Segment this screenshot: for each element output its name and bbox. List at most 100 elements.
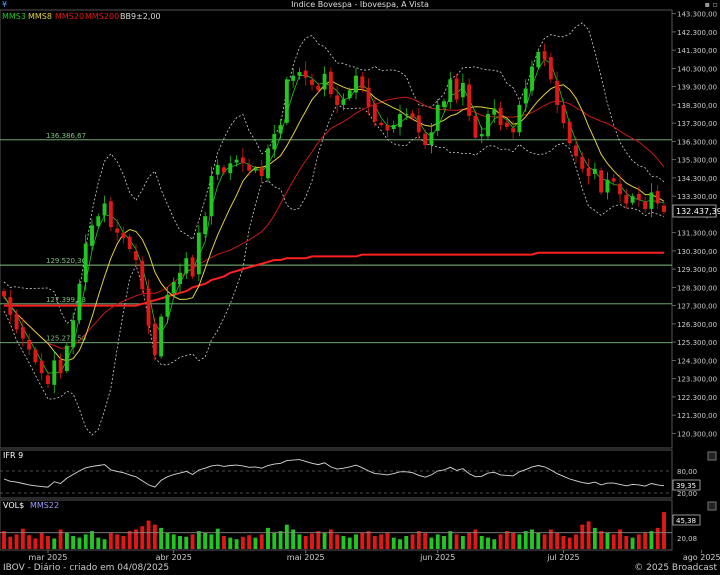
volume-bar[interactable] [341, 536, 345, 549]
candle-body[interactable] [191, 257, 195, 276]
volume-bar[interactable] [203, 533, 207, 549]
volume-bar[interactable] [517, 534, 521, 549]
candle-body[interactable] [354, 76, 358, 93]
candle-body[interactable] [605, 180, 609, 193]
volume-bar[interactable] [15, 534, 19, 549]
candle-body[interactable] [84, 244, 88, 283]
volume-bar[interactable] [147, 521, 151, 549]
volume-bar[interactable] [222, 536, 226, 549]
volume-bar[interactable] [46, 536, 50, 549]
volume-bar[interactable] [486, 538, 490, 549]
candle-body[interactable] [59, 360, 63, 374]
candle-body[interactable] [398, 114, 402, 127]
candle-body[interactable] [473, 116, 477, 138]
candle-body[interactable] [448, 79, 452, 102]
candle-body[interactable] [411, 113, 415, 117]
candle-body[interactable] [360, 76, 364, 88]
candle-body[interactable] [348, 90, 352, 98]
candle-body[interactable] [115, 229, 119, 233]
candle-body[interactable] [96, 216, 100, 226]
candle-body[interactable] [165, 295, 169, 317]
volume-bar[interactable] [417, 531, 421, 549]
volume-bar[interactable] [316, 531, 320, 549]
volume-bar[interactable] [643, 533, 647, 549]
candle-body[interactable] [27, 340, 31, 349]
volume-bar[interactable] [555, 533, 559, 549]
volume-bar[interactable] [649, 531, 653, 549]
candle-body[interactable] [304, 71, 308, 78]
volume-bar[interactable] [398, 539, 402, 549]
candle-body[interactable] [253, 169, 257, 171]
volume-bar[interactable] [121, 536, 125, 549]
volume-bar[interactable] [128, 531, 132, 549]
volume-bar[interactable] [348, 538, 352, 549]
candle-body[interactable] [442, 101, 446, 107]
volume-bar[interactable] [385, 533, 389, 549]
volume-bar[interactable] [266, 528, 270, 549]
candle-body[interactable] [568, 122, 572, 144]
volume-bar[interactable] [524, 531, 528, 549]
volume-bar[interactable] [637, 534, 641, 549]
candle-body[interactable] [530, 67, 534, 91]
candle-body[interactable] [128, 237, 132, 249]
candle-body[interactable] [297, 72, 301, 76]
candle-body[interactable] [209, 176, 213, 216]
candle-body[interactable] [329, 72, 333, 94]
candle-body[interactable] [467, 84, 471, 115]
volume-bar[interactable] [568, 538, 572, 549]
candle-body[interactable] [536, 52, 540, 67]
volume-bar[interactable] [499, 534, 503, 549]
volume-bar[interactable] [536, 533, 540, 549]
candle-body[interactable] [121, 233, 125, 238]
candle-body[interactable] [2, 291, 6, 296]
candle-body[interactable] [222, 167, 226, 172]
volume-bar[interactable] [543, 534, 547, 549]
candle-body[interactable] [656, 191, 660, 203]
candle-body[interactable] [543, 51, 547, 59]
volume-bar[interactable] [77, 538, 81, 549]
volume-bar[interactable] [90, 531, 94, 549]
candle-body[interactable] [624, 195, 628, 203]
candle-body[interactable] [555, 81, 559, 105]
volume-bar[interactable] [605, 533, 609, 549]
candle-body[interactable] [153, 324, 157, 355]
candle-body[interactable] [385, 125, 389, 130]
volume-bar[interactable] [297, 534, 301, 549]
candle-body[interactable] [486, 114, 490, 136]
candle-body[interactable] [109, 201, 113, 227]
volume-bar[interactable] [662, 512, 666, 549]
candle-body[interactable] [147, 288, 151, 325]
volume-bar[interactable] [310, 534, 314, 549]
volume-bar[interactable] [159, 528, 163, 549]
candle-body[interactable] [593, 169, 597, 174]
candle-body[interactable] [637, 194, 641, 200]
volume-bar[interactable] [442, 536, 446, 549]
volume-bar[interactable] [392, 538, 396, 549]
candle-body[interactable] [33, 349, 37, 362]
candle-body[interactable] [40, 361, 44, 373]
volume-bar[interactable] [8, 537, 12, 549]
volume-bar[interactable] [178, 536, 182, 549]
volume-bar[interactable] [612, 534, 616, 549]
candle-body[interactable] [103, 203, 107, 215]
candle-body[interactable] [134, 251, 138, 260]
candle-body[interactable] [599, 170, 603, 192]
candle-body[interactable] [235, 160, 239, 163]
candle-body[interactable] [260, 167, 264, 176]
candle-body[interactable] [247, 165, 251, 171]
candle-body[interactable] [549, 57, 553, 79]
volume-bar[interactable] [84, 534, 88, 549]
volume-bar[interactable] [279, 531, 283, 549]
candle-body[interactable] [423, 134, 427, 145]
volume-bar[interactable] [423, 533, 427, 549]
candle-body[interactable] [517, 105, 521, 132]
chart-svg[interactable]: 136.386,67129.520,36127.399,73125.272,50… [0, 0, 720, 562]
volume-bar[interactable] [436, 534, 440, 549]
volume-bar[interactable] [27, 535, 31, 549]
candle-body[interactable] [461, 83, 465, 97]
candle-body[interactable] [379, 123, 383, 125]
volume-bar[interactable] [656, 528, 660, 549]
volume-bar[interactable] [455, 534, 459, 549]
candle-body[interactable] [404, 114, 408, 115]
candle-body[interactable] [21, 327, 25, 338]
